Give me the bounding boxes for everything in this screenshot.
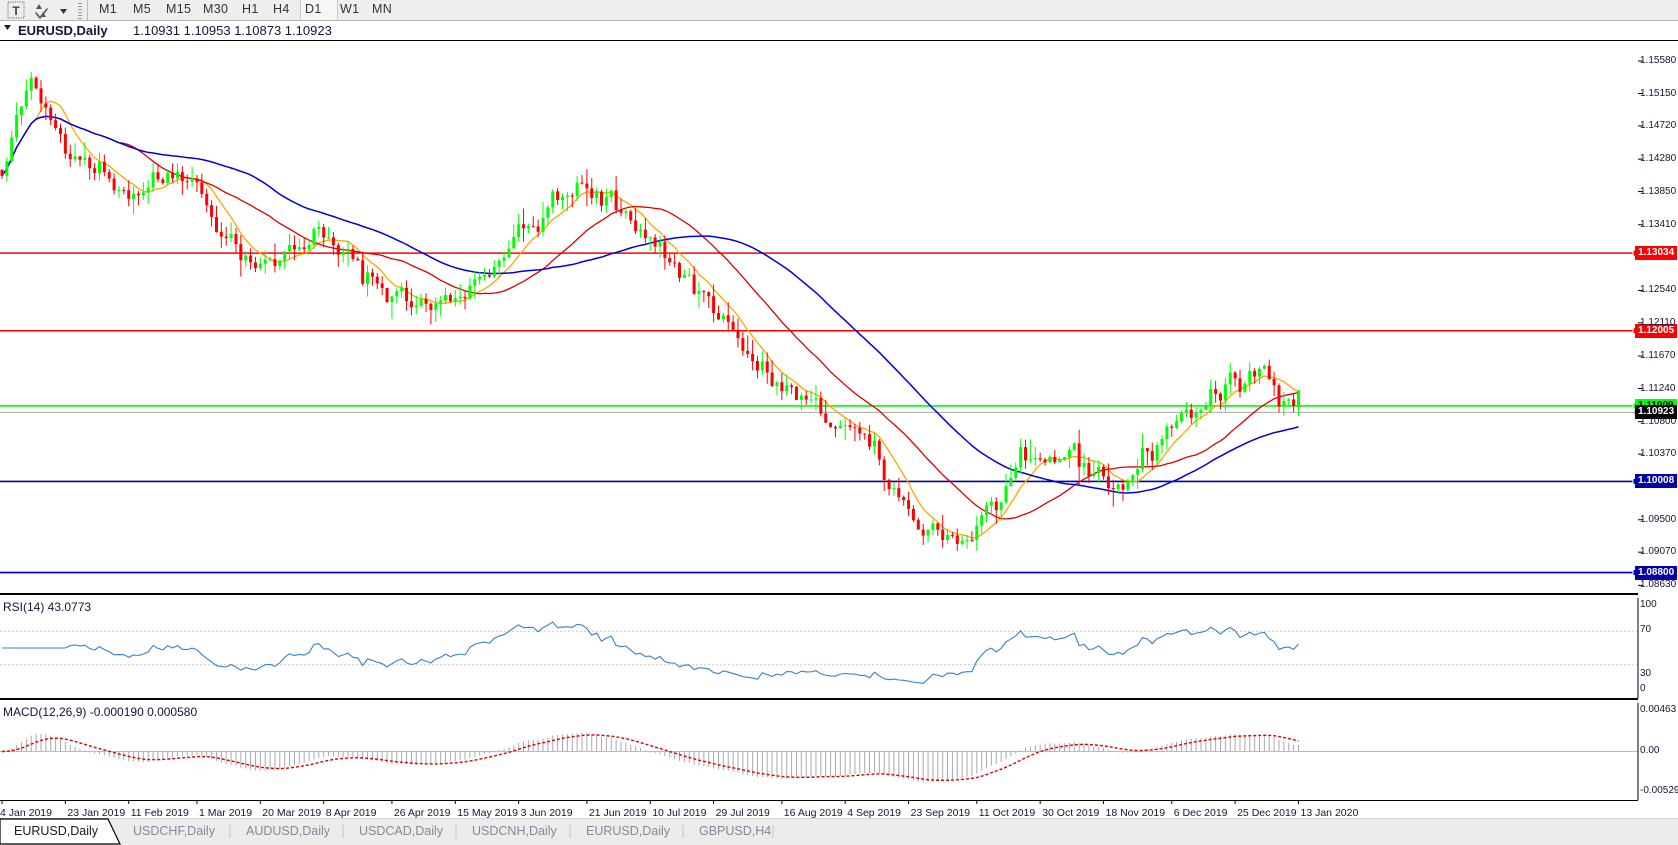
- svg-text:T: T: [12, 4, 20, 18]
